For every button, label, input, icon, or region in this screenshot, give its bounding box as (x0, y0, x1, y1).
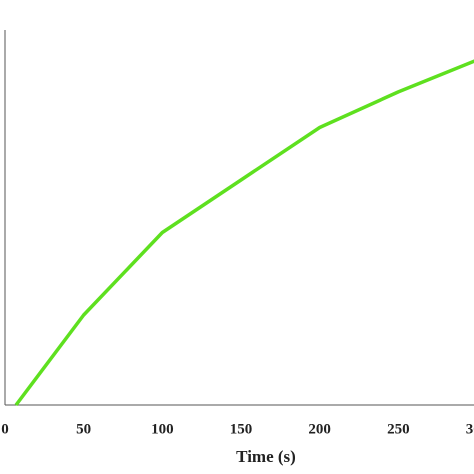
x-tick-label: 300 (466, 421, 474, 437)
x-tick-label: 200 (308, 421, 331, 437)
x-tick-label: 50 (76, 421, 91, 437)
x-axis-label: Time (s) (236, 447, 296, 466)
data-line (14, 59, 474, 407)
x-tick-label: 250 (387, 421, 410, 437)
x-tick-label: 0 (1, 421, 9, 437)
x-tick-label: 100 (151, 421, 174, 437)
x-tick-label: 150 (230, 421, 253, 437)
